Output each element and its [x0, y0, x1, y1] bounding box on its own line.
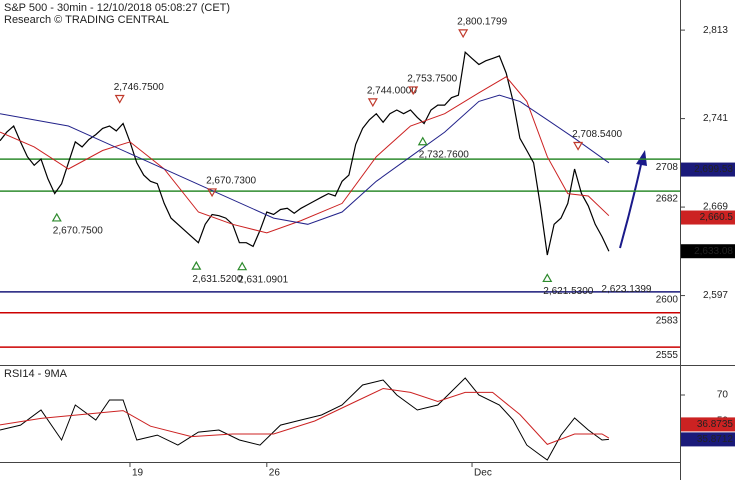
chart-title: RSI14 - 9MA	[4, 368, 68, 380]
level-label: 2682	[656, 194, 679, 205]
x-tick-label: 26	[269, 468, 281, 479]
price-line	[0, 377, 609, 461]
pivot-label: 2,732.7600	[419, 149, 469, 160]
price-line	[0, 94, 610, 225]
x-tick-label: Dec	[474, 468, 492, 479]
price-box-label: 2,633.08	[694, 246, 733, 257]
pivot-high-marker	[573, 141, 584, 151]
pivot-label: 2,623.1399	[601, 284, 651, 295]
pivot-high-marker	[408, 86, 419, 96]
y-tick-label: 2,813	[703, 25, 728, 36]
pivot-label: 2,753.7500	[407, 74, 457, 85]
price-box-label: 36.8735	[697, 419, 734, 430]
pivot-label: 2,800.1799	[457, 17, 507, 28]
level-label: 2708	[656, 162, 679, 173]
price-box-label: 2,699.53	[694, 164, 733, 175]
pivot-low-marker	[51, 212, 62, 222]
y-tick-label: 2,741	[703, 113, 728, 124]
price-line	[0, 76, 610, 234]
pivot-high-marker	[367, 98, 378, 108]
pivot-high-marker	[114, 94, 125, 104]
pivot-high-marker	[207, 188, 218, 198]
pivot-label: 2,744.0000	[367, 86, 417, 97]
pivot-low-marker	[542, 273, 553, 283]
pivot-label: 2,670.7300	[206, 176, 256, 187]
y-tick-label: 70	[717, 390, 729, 401]
chart-title: S&P 500 - 30min - 12/10/2018 05:08:27 (C…	[4, 2, 230, 14]
price-box	[681, 162, 735, 177]
price-box-label: 35.8712	[697, 434, 734, 445]
price-box	[681, 244, 735, 259]
x-tick-label: 19	[132, 468, 144, 479]
level-label: 2555	[656, 350, 679, 361]
trend-arrow	[619, 150, 647, 249]
pivot-label: 2,670.7500	[53, 226, 103, 237]
pivot-low-marker	[191, 260, 202, 270]
price-box	[681, 432, 735, 447]
y-tick-label: 2,669	[703, 202, 728, 213]
level-label: 2583	[656, 315, 679, 326]
pivot-label: 2,631.0901	[238, 274, 288, 285]
price-box-label: 2,660.5	[700, 212, 734, 223]
pivot-label: 2,708.5400	[572, 129, 622, 140]
pivot-label: 2,621.5300	[543, 286, 593, 297]
pivot-label: 2,631.5200	[192, 274, 242, 285]
pivot-high-marker	[458, 29, 469, 39]
y-tick-label: 2,597	[703, 290, 728, 301]
pivot-low-marker	[237, 261, 248, 271]
price-box	[681, 417, 735, 432]
level-label: 2600	[656, 295, 679, 306]
pivot-low-marker	[417, 136, 428, 146]
price-line	[0, 387, 610, 445]
pivot-label: 2,746.7500	[114, 82, 164, 93]
chart-subtitle: Research © TRADING CENTRAL	[4, 14, 169, 26]
price-box	[681, 210, 735, 225]
